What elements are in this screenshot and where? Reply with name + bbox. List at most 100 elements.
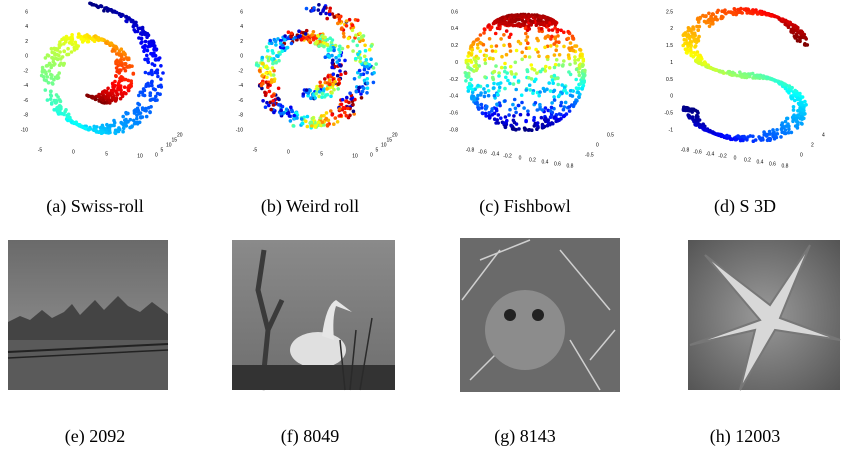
point <box>708 128 712 133</box>
point <box>563 88 567 92</box>
point <box>328 82 332 87</box>
point <box>299 117 304 121</box>
point <box>362 54 367 59</box>
point <box>289 31 294 36</box>
point <box>482 31 486 35</box>
point <box>120 63 124 68</box>
point <box>520 14 524 19</box>
point <box>545 57 550 62</box>
point <box>313 125 317 129</box>
point <box>543 119 548 124</box>
point <box>151 39 155 43</box>
point <box>495 18 499 23</box>
point <box>330 113 335 117</box>
caption: (f) 8049 <box>281 426 339 447</box>
point <box>109 88 114 93</box>
point <box>324 116 329 121</box>
point <box>804 103 808 107</box>
point <box>264 71 269 75</box>
point <box>279 108 283 112</box>
point <box>470 90 475 95</box>
point <box>467 51 471 55</box>
point <box>73 40 78 45</box>
point <box>783 119 788 124</box>
point <box>757 74 762 79</box>
point <box>333 116 338 120</box>
point <box>511 82 516 86</box>
point <box>260 55 265 60</box>
point <box>765 132 770 137</box>
point <box>715 17 719 22</box>
point <box>323 77 327 81</box>
point <box>135 29 140 34</box>
point <box>547 81 551 85</box>
point <box>464 79 468 83</box>
point <box>796 109 800 113</box>
point <box>795 96 800 101</box>
point <box>568 62 572 67</box>
point <box>695 50 700 54</box>
point <box>505 118 509 123</box>
point <box>466 62 470 67</box>
z-tick-label: 10 <box>166 142 172 148</box>
point <box>151 54 155 58</box>
point <box>93 128 98 133</box>
point <box>478 49 483 54</box>
point <box>96 130 101 134</box>
point <box>479 102 484 107</box>
point <box>353 56 358 61</box>
point <box>66 52 71 57</box>
point <box>54 100 59 104</box>
point <box>762 11 766 15</box>
point <box>577 95 581 100</box>
point <box>332 122 336 126</box>
point <box>320 95 324 99</box>
point <box>325 87 329 91</box>
point <box>499 37 503 41</box>
y-tick-label: 1 <box>670 60 673 66</box>
point <box>106 7 110 11</box>
point <box>147 71 151 76</box>
y-tick-label: -0.2 <box>449 77 458 83</box>
point <box>112 96 116 101</box>
point <box>129 84 133 88</box>
point <box>514 72 518 76</box>
point <box>356 52 360 56</box>
point <box>464 58 469 63</box>
point <box>494 108 499 113</box>
point <box>769 77 774 81</box>
point <box>785 19 790 24</box>
point <box>795 92 800 97</box>
point <box>745 138 749 142</box>
point <box>110 49 115 53</box>
point <box>537 54 541 58</box>
point <box>119 120 123 125</box>
point <box>365 91 369 95</box>
point <box>581 76 586 80</box>
x-tick-label: 0.4 <box>757 159 764 165</box>
point <box>497 89 501 93</box>
point <box>487 37 492 41</box>
x-tick-label: -0.4 <box>706 151 715 157</box>
point <box>791 108 796 112</box>
point <box>99 4 103 8</box>
point <box>795 126 800 130</box>
point <box>552 73 557 78</box>
point <box>121 114 125 119</box>
point <box>792 25 797 29</box>
point <box>104 41 108 45</box>
point <box>689 53 693 58</box>
point <box>272 110 276 115</box>
point <box>319 114 324 118</box>
point <box>719 14 724 19</box>
point <box>149 68 154 73</box>
point <box>798 37 802 41</box>
point <box>343 71 348 75</box>
point <box>150 97 154 102</box>
point <box>306 93 310 98</box>
point <box>785 89 790 93</box>
point <box>547 66 552 70</box>
point <box>524 46 529 50</box>
point <box>554 48 558 52</box>
y-tick-label: -4 <box>24 83 29 89</box>
